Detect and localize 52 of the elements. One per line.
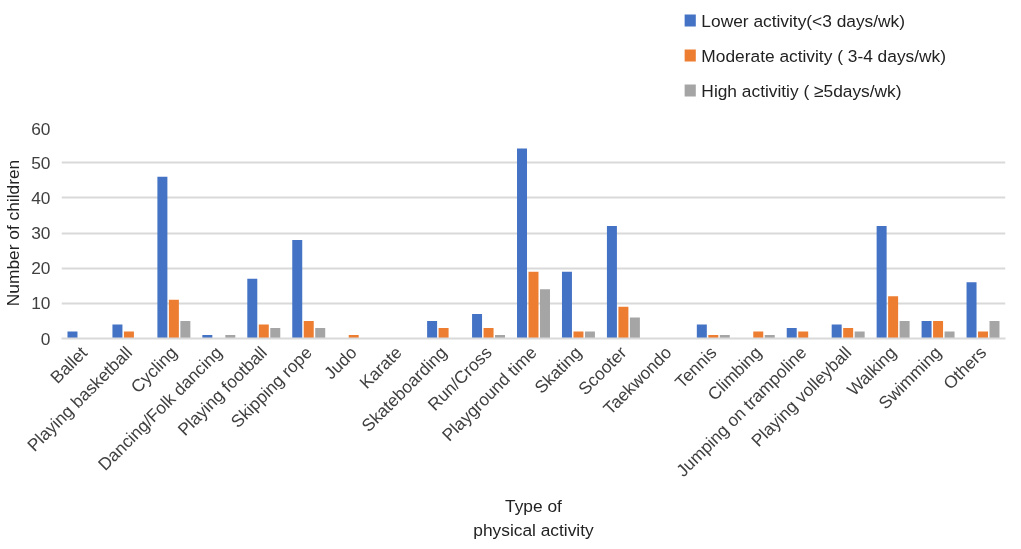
bar xyxy=(798,331,809,339)
bar xyxy=(438,327,449,339)
bar xyxy=(573,331,584,339)
bar xyxy=(933,320,944,339)
bar xyxy=(270,327,281,339)
bar xyxy=(618,306,629,339)
bar xyxy=(843,327,854,339)
bar xyxy=(753,331,764,339)
bar xyxy=(606,225,617,339)
bar xyxy=(539,289,550,339)
bar xyxy=(888,296,899,339)
y-tick-label: 10 xyxy=(31,293,51,314)
bar xyxy=(315,327,326,339)
bar xyxy=(123,331,134,339)
y-tick-label: 30 xyxy=(31,223,51,243)
y-tick-label: 60 xyxy=(31,118,51,139)
bar xyxy=(786,327,797,339)
bar xyxy=(561,271,572,339)
y-tick-label: 40 xyxy=(31,187,51,208)
bar xyxy=(157,176,168,339)
bar xyxy=(258,324,269,339)
bar xyxy=(989,320,1000,339)
y-axis-title: Number of children xyxy=(3,159,24,307)
bar xyxy=(584,331,595,339)
bar xyxy=(112,324,123,339)
bar xyxy=(921,320,932,339)
bar xyxy=(517,148,528,339)
bar xyxy=(67,331,78,339)
x-axis-title: Type of physical activity xyxy=(473,495,595,540)
legend-label: Lower activity(<3 days/wk) xyxy=(701,10,906,31)
y-tick-label: 0 xyxy=(40,328,51,349)
bar xyxy=(472,313,483,339)
bar xyxy=(168,299,179,339)
bar xyxy=(303,320,314,339)
y-tick-label: 50 xyxy=(31,152,51,173)
bar xyxy=(831,324,842,339)
bar xyxy=(247,278,258,339)
legend-label: High activitiy ( ≥5days/wk) xyxy=(701,80,902,101)
bar xyxy=(899,320,910,339)
bar xyxy=(966,282,977,339)
bar xyxy=(978,331,989,339)
bar xyxy=(629,317,640,339)
bar xyxy=(292,240,303,339)
bar xyxy=(944,331,955,339)
bar xyxy=(427,320,438,339)
y-tick-label: 20 xyxy=(31,258,51,279)
bar xyxy=(854,331,865,339)
bar xyxy=(876,225,887,339)
bar xyxy=(696,324,707,339)
bar xyxy=(483,327,494,339)
legend-label: Moderate activity ( 3-4 days/wk) xyxy=(701,45,946,66)
bar xyxy=(180,320,191,339)
